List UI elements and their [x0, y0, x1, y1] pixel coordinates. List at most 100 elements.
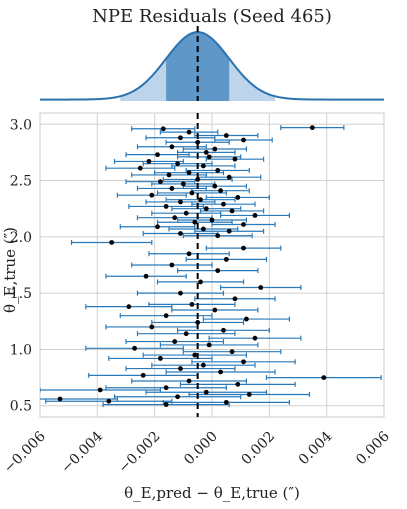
data-point — [215, 233, 221, 239]
data-point — [215, 168, 221, 173]
data-point — [189, 190, 195, 196]
data-point — [201, 163, 206, 169]
plot-frame — [39, 112, 385, 418]
data-point — [160, 126, 166, 132]
data-point — [229, 208, 235, 214]
data-point — [206, 154, 212, 160]
data-point — [229, 349, 235, 355]
data-point — [201, 226, 206, 232]
data-layer — [40, 125, 382, 408]
y-tick-label: 3.0 — [10, 117, 32, 133]
data-point — [198, 197, 203, 203]
data-point — [321, 375, 327, 380]
data-point — [241, 137, 246, 143]
data-point — [178, 290, 183, 296]
data-point — [223, 399, 229, 405]
data-point — [212, 183, 218, 189]
data-point — [169, 144, 175, 150]
x-tick-label: −0.006 — [1, 428, 49, 476]
data-point — [109, 240, 115, 245]
data-point — [169, 262, 175, 268]
density-curve — [39, 31, 384, 101]
data-point — [158, 356, 163, 361]
x-tick-label: −0.004 — [58, 428, 106, 476]
data-point — [149, 324, 155, 330]
data-point — [132, 345, 138, 351]
data-point — [252, 335, 258, 341]
data-point — [221, 201, 226, 207]
data-point — [226, 228, 232, 234]
data-point — [186, 251, 192, 257]
y-tick-label: 1.5 — [10, 286, 32, 302]
data-point — [169, 186, 175, 191]
data-point — [198, 279, 203, 285]
data-point — [172, 215, 178, 221]
data-point — [172, 339, 178, 344]
data-point — [258, 285, 264, 290]
data-point — [203, 150, 209, 155]
data-point — [183, 331, 189, 337]
chart-title: NPE Residuals (Seed 465) — [92, 6, 332, 27]
data-point — [212, 146, 218, 152]
data-point — [175, 394, 181, 400]
data-point — [175, 161, 181, 167]
data-point — [178, 366, 183, 371]
data-point — [241, 222, 246, 227]
data-point — [106, 398, 112, 404]
data-point — [192, 352, 198, 358]
data-point — [178, 135, 183, 141]
data-point — [215, 268, 221, 274]
data-point — [218, 188, 224, 194]
data-point — [218, 369, 224, 375]
data-point — [149, 192, 155, 198]
data-point — [223, 133, 229, 138]
data-point — [226, 174, 232, 180]
x-tick-label: 0.004 — [296, 428, 336, 468]
data-point — [158, 179, 163, 185]
data-point — [203, 389, 209, 395]
data-point — [178, 231, 183, 236]
data-point — [241, 245, 246, 251]
data-point — [212, 307, 218, 313]
y-tick-label: 1.0 — [10, 342, 32, 358]
data-point — [166, 172, 172, 178]
data-point — [246, 392, 252, 397]
x-tick-label: 0.006 — [353, 428, 393, 468]
data-point — [223, 256, 229, 262]
data-point — [206, 342, 212, 348]
plot-area: 0.5 1.0 1.5 2.0 2.5 3.0 −0.006 −0.004 −0.002 0.00… — [1, 112, 393, 477]
x-tick-label: 0.002 — [238, 429, 278, 469]
data-point — [97, 387, 103, 393]
data-point — [235, 195, 241, 200]
data-point — [203, 206, 209, 212]
data-point — [140, 372, 146, 378]
data-point — [155, 152, 160, 158]
y-tick-label: 2.5 — [10, 174, 32, 190]
data-point — [232, 156, 238, 162]
data-point — [183, 210, 189, 216]
data-point — [201, 362, 206, 368]
data-point — [155, 224, 160, 230]
data-point — [186, 170, 192, 176]
x-tick-label: −0.002 — [116, 429, 164, 477]
data-point — [195, 177, 201, 182]
data-point — [137, 165, 143, 171]
x-axis-label: θ_E,pred − θ_E,true (″) — [124, 484, 300, 502]
y-axis-label: θ_E,true (″) — [1, 227, 19, 313]
data-point — [244, 316, 249, 322]
data-point — [235, 381, 241, 387]
y-tick-label: 0.5 — [10, 399, 32, 415]
data-point — [221, 327, 226, 333]
data-point — [163, 385, 169, 391]
data-point — [186, 378, 192, 384]
data-point — [195, 139, 201, 145]
data-point — [232, 296, 238, 302]
data-point — [309, 125, 315, 131]
data-point — [186, 129, 192, 135]
data-point — [192, 219, 198, 225]
data-point — [146, 159, 152, 164]
data-point — [209, 217, 215, 223]
data-point — [252, 213, 258, 218]
data-point — [189, 302, 195, 307]
